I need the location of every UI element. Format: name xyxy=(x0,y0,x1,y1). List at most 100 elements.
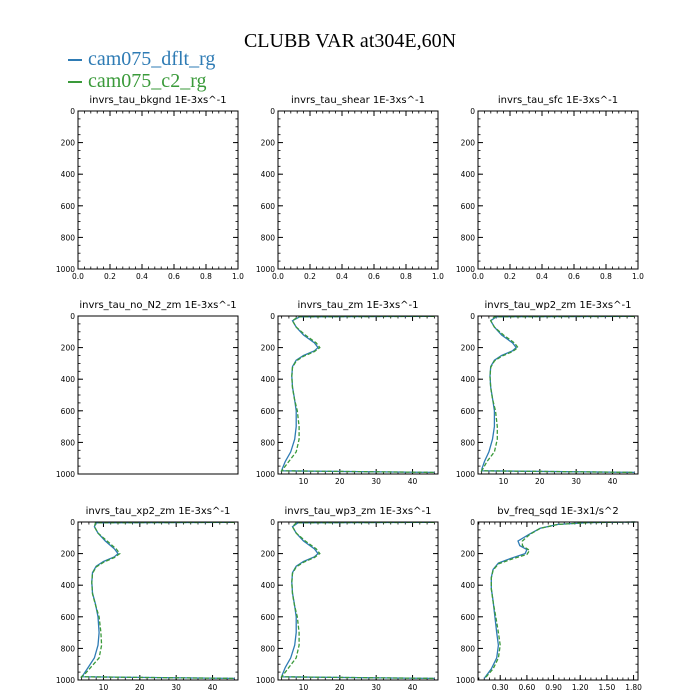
y-tick-label: 1000 xyxy=(456,265,475,274)
panel-title: invrs_tau_wp3_zm 1E-3xs^-1 xyxy=(285,506,432,517)
x-tick-label: 30 xyxy=(371,683,381,692)
x-tick-label: 0.4 xyxy=(536,272,548,281)
figure-title: CLUBB VAR at304E,60N xyxy=(243,30,457,52)
x-tick-label: 30 xyxy=(571,477,581,486)
y-tick-label: 200 xyxy=(461,550,476,559)
y-tick-label: 600 xyxy=(461,407,476,416)
legend-line-icon xyxy=(68,59,82,62)
chart-panel: invrs_tau_shear 1E-3xs^-1 0 200 400 600 800 10… xyxy=(256,95,444,281)
y-tick-label: 0 xyxy=(270,312,275,321)
y-tick-label: 0 xyxy=(70,312,75,321)
x-tick-label: 20 xyxy=(535,477,545,486)
series-line xyxy=(280,521,435,680)
y-tick-label: 600 xyxy=(261,613,276,622)
y-tick-label: 200 xyxy=(261,344,276,353)
legend-label: cam075_c2_rg xyxy=(88,70,207,92)
chart-panel: invrs_tau_no_N2_zm 1E-3xs^-1 0 200 400 600 80… xyxy=(56,300,239,479)
x-tick-label: 1.0 xyxy=(432,272,444,281)
x-tick-label: 0.8 xyxy=(400,272,412,281)
y-tick-label: 600 xyxy=(461,202,476,211)
panel-title: invrs_tau_no_N2_zm 1E-3xs^-1 xyxy=(79,300,236,311)
x-tick-label: 40 xyxy=(608,477,618,486)
series-line xyxy=(483,521,636,679)
x-tick-label: 10 xyxy=(299,683,309,692)
x-tick-label: 40 xyxy=(408,683,418,692)
y-tick-label: 400 xyxy=(61,170,76,179)
x-tick-label: 0.8 xyxy=(600,272,612,281)
panel-title: invrs_tau_shear 1E-3xs^-1 xyxy=(291,95,425,106)
series-line xyxy=(480,315,635,474)
chart-panel: invrs_tau_wp3_zm 1E-3xs^-1 0 200 400 600 800 1… xyxy=(256,506,439,692)
series-line xyxy=(80,521,235,680)
series-line xyxy=(79,521,235,680)
x-tick-label: 10 xyxy=(299,477,309,486)
x-tick-label: 0.6 xyxy=(368,272,380,281)
panel-title: invrs_tau_zm 1E-3xs^-1 xyxy=(297,300,418,311)
series-line xyxy=(280,315,435,474)
x-tick-label: 0.2 xyxy=(304,272,316,281)
plot-frame xyxy=(477,110,639,270)
y-tick-label: 600 xyxy=(261,407,276,416)
series-line xyxy=(480,315,635,474)
x-tick-label: 0.90 xyxy=(545,683,562,692)
x-tick-label: 0.0 xyxy=(72,272,84,281)
x-tick-label: 0.30 xyxy=(492,683,509,692)
x-tick-label: 0.8 xyxy=(200,272,212,281)
x-tick-label: 1.0 xyxy=(632,272,644,281)
series-line xyxy=(280,315,435,474)
x-tick-label: 0.6 xyxy=(168,272,180,281)
x-tick-label: 10 xyxy=(99,683,109,692)
y-tick-label: 800 xyxy=(261,438,276,447)
y-tick-label: 1000 xyxy=(456,676,475,685)
legend-entry-c2: cam075_c2_rg xyxy=(68,70,207,93)
y-tick-label: 200 xyxy=(61,550,76,559)
y-tick-label: 400 xyxy=(61,581,76,590)
y-tick-label: 1000 xyxy=(56,676,75,685)
y-tick-label: 0 xyxy=(470,312,475,321)
y-tick-label: 800 xyxy=(61,438,76,447)
chart-panel: invrs_tau_wp2_zm 1E-3xs^-1 0 200 400 600 800 1… xyxy=(456,300,639,486)
y-tick-label: 800 xyxy=(61,644,76,653)
y-tick-label: 800 xyxy=(261,233,276,242)
y-tick-label: 200 xyxy=(461,344,476,353)
x-tick-label: 40 xyxy=(408,477,418,486)
y-tick-label: 600 xyxy=(261,202,276,211)
chart-panel: invrs_tau_zm 1E-3xs^-1 0 200 400 600 800 1000 1… xyxy=(256,300,439,486)
y-tick-label: 1000 xyxy=(256,470,275,479)
y-tick-label: 800 xyxy=(461,233,476,242)
y-tick-label: 800 xyxy=(461,438,476,447)
y-tick-label: 0 xyxy=(270,518,275,527)
panel-title: invrs_tau_bkgnd 1E-3xs^-1 xyxy=(89,95,226,106)
x-tick-label: 20 xyxy=(335,477,345,486)
y-tick-label: 400 xyxy=(261,581,276,590)
series-line xyxy=(483,521,636,679)
panel-title: invrs_tau_sfc 1E-3xs^-1 xyxy=(498,95,618,106)
chart-panel: invrs_tau_xp2_zm 1E-3xs^-1 0 200 400 600 800 1… xyxy=(56,506,239,692)
y-tick-label: 1000 xyxy=(256,265,275,274)
y-tick-label: 200 xyxy=(61,139,76,148)
x-tick-label: 0.6 xyxy=(568,272,580,281)
x-tick-label: 0.4 xyxy=(336,272,348,281)
plot-frame xyxy=(277,315,439,475)
series-line xyxy=(280,521,435,680)
y-tick-label: 800 xyxy=(461,644,476,653)
panel-title: invrs_tau_xp2_zm 1E-3xs^-1 xyxy=(86,506,231,517)
y-tick-label: 0 xyxy=(470,107,475,116)
chart-panel: bv_freq_sqd 1E-3x1/s^2 0 200 400 600 800 1000 0… xyxy=(456,506,642,692)
y-tick-label: 400 xyxy=(61,375,76,384)
y-tick-label: 1000 xyxy=(256,676,275,685)
y-tick-label: 0 xyxy=(70,107,75,116)
legend-label: cam075_dflt_rg xyxy=(88,48,216,70)
y-tick-label: 800 xyxy=(261,644,276,653)
plot-frame xyxy=(277,110,439,270)
legend-entry-dflt: cam075_dflt_rg xyxy=(68,48,215,71)
x-tick-label: 30 xyxy=(171,683,181,692)
plot-frame xyxy=(477,315,639,475)
y-tick-label: 0 xyxy=(470,518,475,527)
y-tick-label: 0 xyxy=(70,518,75,527)
x-tick-label: 0.2 xyxy=(104,272,116,281)
x-tick-label: 1.80 xyxy=(625,683,642,692)
x-tick-label: 10 xyxy=(499,477,509,486)
y-tick-label: 600 xyxy=(461,613,476,622)
y-tick-label: 200 xyxy=(261,139,276,148)
